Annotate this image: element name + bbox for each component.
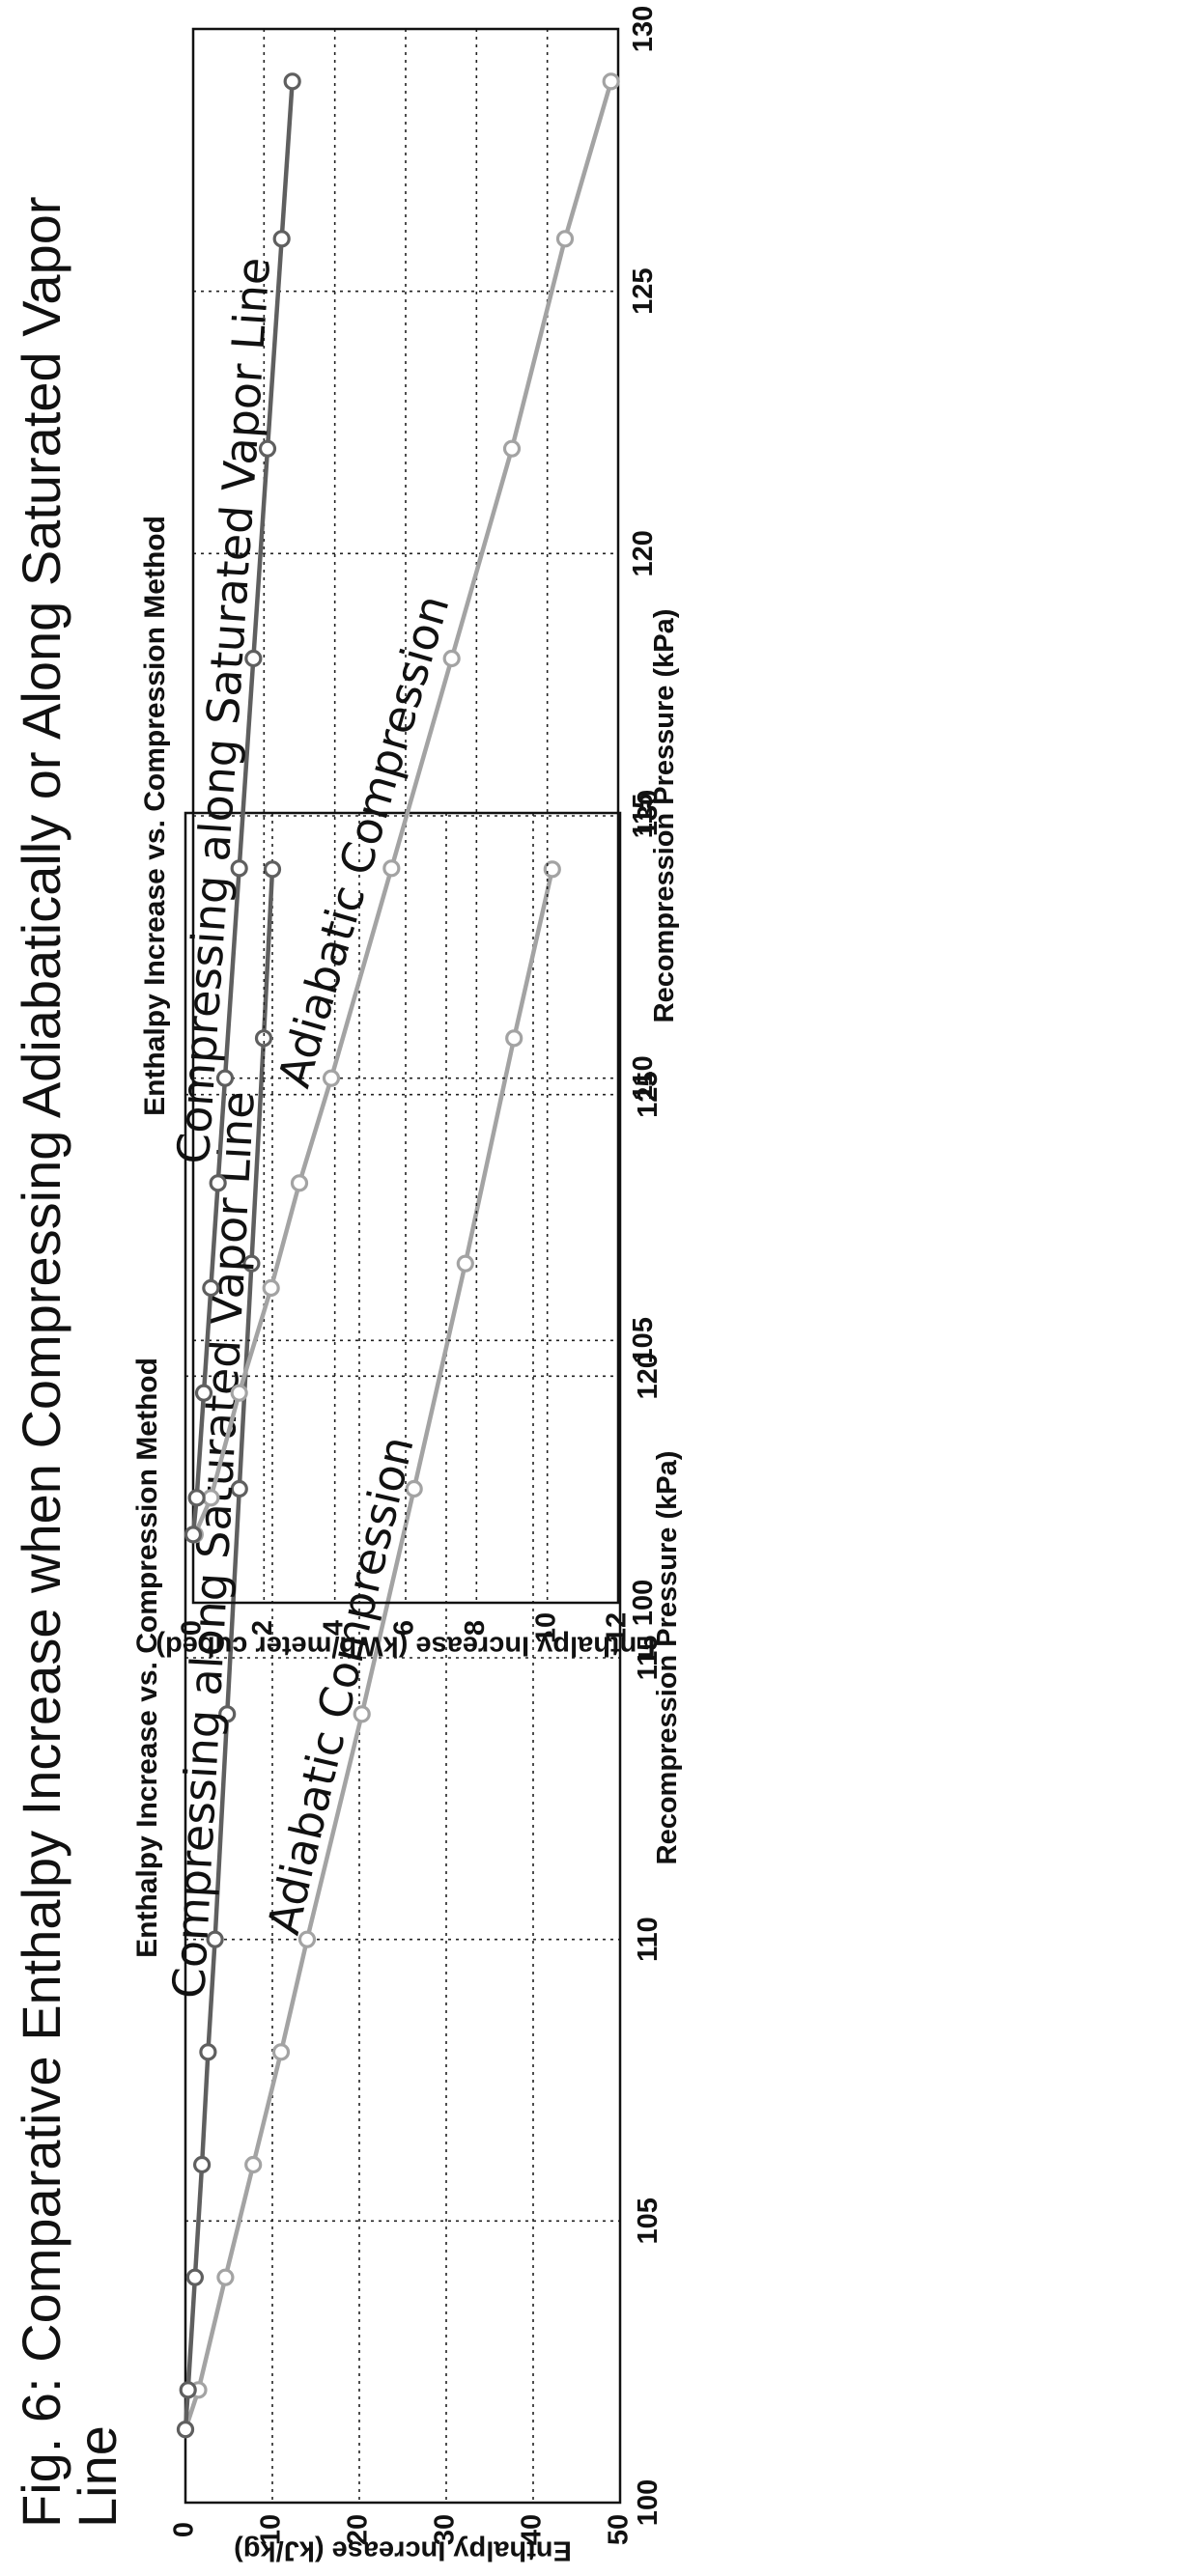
y-tick-label: 20 bbox=[343, 2514, 374, 2545]
data-point bbox=[271, 2043, 291, 2061]
data-point bbox=[209, 1174, 227, 1192]
data-point bbox=[290, 1174, 309, 1192]
x-tick-label: 115 bbox=[628, 794, 659, 839]
x-tick-label: 105 bbox=[633, 2198, 664, 2244]
data-point bbox=[405, 1479, 423, 1498]
data-point bbox=[242, 1254, 261, 1273]
figure-title-line-1: Fig. 6: Comparative Enthalpy Increase wh… bbox=[11, 196, 71, 2528]
data-point bbox=[230, 1479, 248, 1498]
data-point bbox=[283, 72, 301, 91]
data-point bbox=[179, 2381, 197, 2399]
y-tick-label: 10 bbox=[256, 2514, 287, 2545]
data-point bbox=[258, 439, 277, 458]
y-tick-label: 0 bbox=[177, 1620, 208, 1636]
data-point bbox=[244, 2155, 263, 2174]
x-tick-label: 125 bbox=[633, 1071, 664, 1117]
data-point bbox=[502, 439, 522, 458]
x-tick-label: 130 bbox=[633, 790, 664, 836]
y-tick-label: 2 bbox=[247, 1620, 278, 1636]
x-tick-label: 110 bbox=[633, 1917, 664, 1962]
x-tick-label: 100 bbox=[628, 1580, 659, 1626]
figure-title-line-2: Line bbox=[67, 2425, 127, 2528]
data-point bbox=[505, 1029, 523, 1048]
data-point bbox=[244, 649, 263, 668]
data-point bbox=[194, 1384, 213, 1402]
x-tick-label: 110 bbox=[628, 1055, 659, 1101]
y-tick-label: 6 bbox=[389, 1620, 420, 1636]
data-point bbox=[184, 1526, 203, 1544]
y-tick-label: 50 bbox=[604, 2514, 635, 2545]
x-tick-label: 115 bbox=[633, 1636, 664, 1681]
data-point bbox=[297, 1930, 317, 1948]
x-tick-label: 120 bbox=[633, 1353, 664, 1399]
data-point bbox=[215, 1069, 235, 1087]
x-axis-label: Recompression Pressure (kPa) bbox=[649, 609, 680, 1023]
plot-frame bbox=[191, 27, 620, 1605]
data-point bbox=[202, 1489, 220, 1507]
data-point bbox=[262, 1278, 280, 1298]
figure-title: Fig. 6: Comparative Enthalpy Increase wh… bbox=[11, 196, 127, 2528]
y-axis-label: Enthalpy Increase (kWh/meter cubed) bbox=[156, 1630, 655, 1661]
data-point bbox=[176, 2421, 195, 2439]
x-tick-label: 120 bbox=[628, 530, 659, 576]
y-tick-label: 4 bbox=[318, 1620, 349, 1636]
data-point bbox=[456, 1254, 474, 1273]
data-point bbox=[322, 1069, 341, 1087]
x-tick-label: 100 bbox=[633, 2479, 664, 2526]
data-point bbox=[555, 230, 575, 248]
x-axis-label: Recompression Pressure (kPa) bbox=[652, 1451, 683, 1865]
data-point bbox=[263, 860, 282, 879]
data-point bbox=[382, 859, 401, 878]
data-point bbox=[185, 2268, 204, 2286]
data-point bbox=[202, 1278, 220, 1298]
data-point bbox=[272, 230, 291, 248]
x-tick-label: 130 bbox=[628, 6, 659, 52]
data-point bbox=[353, 1705, 371, 1723]
y-tick-label: 40 bbox=[517, 2514, 548, 2545]
data-point bbox=[254, 1029, 273, 1048]
y-tick-label: 12 bbox=[602, 1612, 633, 1643]
y-tick-label: 10 bbox=[530, 1612, 561, 1643]
plot-frame bbox=[184, 811, 622, 2505]
data-point bbox=[193, 2155, 212, 2174]
y-axis-label: Enthalpy Increase (kJ/kg) bbox=[234, 2534, 572, 2565]
data-point bbox=[216, 2268, 235, 2286]
data-point bbox=[218, 1705, 237, 1723]
data-point bbox=[230, 1384, 248, 1402]
data-point bbox=[187, 1489, 206, 1507]
data-point bbox=[602, 72, 620, 91]
y-tick-label: 30 bbox=[430, 2514, 461, 2545]
data-point bbox=[442, 649, 461, 668]
data-point bbox=[206, 1930, 224, 1948]
data-point bbox=[230, 859, 248, 878]
data-point bbox=[543, 860, 561, 879]
chart-title: Enthalpy Increase vs. Compression Method bbox=[139, 516, 171, 1116]
x-tick-label: 125 bbox=[628, 267, 659, 314]
data-point bbox=[199, 2043, 217, 2061]
y-tick-label: 0 bbox=[169, 2522, 200, 2537]
x-tick-label: 105 bbox=[628, 1317, 659, 1363]
chart-title: Enthalpy Increase vs. Compression Method bbox=[131, 1358, 163, 1958]
y-tick-label: 8 bbox=[460, 1620, 491, 1636]
